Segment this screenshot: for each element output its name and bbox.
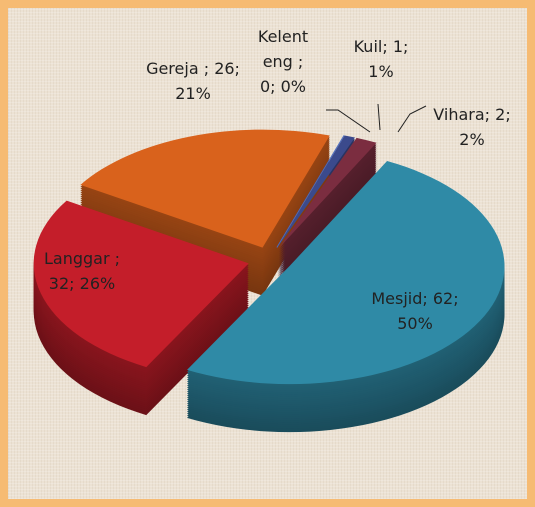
category-name: Langgar — [43, 249, 110, 268]
slice — [276, 135, 345, 248]
value-label: ; 1; 1% — [368, 37, 414, 81]
leader-line — [326, 109, 371, 133]
chart — [33, 103, 505, 433]
slice — [33, 200, 249, 368]
value-label: ; 2; 2% — [459, 105, 516, 149]
data-label: Kelenteng ; 0; 0% — [256, 24, 310, 99]
data-label: Mesjid; 62; 50% — [360, 286, 470, 336]
slice — [187, 161, 505, 385]
data-label: Langgar ; 32; 26% — [36, 246, 128, 296]
category-name: Kuil — [353, 37, 383, 56]
leader-line — [377, 103, 381, 131]
data-label: Gereja ; 26; 21% — [138, 56, 248, 106]
category-name: Kelenteng — [257, 27, 309, 71]
value-label: ; 62; 50% — [397, 289, 464, 333]
slice — [277, 135, 355, 248]
data-label: Kuil; 1; 1% — [341, 34, 421, 84]
value-label: ; 26; 21% — [175, 59, 246, 103]
category-name: Vihara — [433, 105, 485, 124]
slice — [80, 129, 330, 248]
leader-line — [397, 105, 427, 133]
value-label: ; 32; 26% — [48, 249, 126, 293]
category-name: Mesjid — [371, 289, 423, 308]
data-label: Vihara; 2; 2% — [432, 102, 512, 152]
slice — [278, 137, 377, 248]
value-label: ; 0; 0% — [259, 52, 309, 96]
category-name: Gereja — [146, 59, 199, 78]
